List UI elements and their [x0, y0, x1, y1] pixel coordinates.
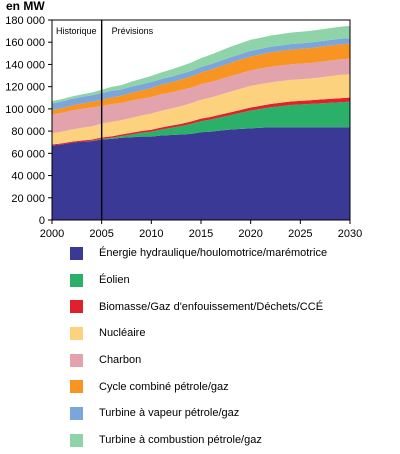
history-annotation: Historique	[56, 26, 97, 36]
x-tick-label: 2020	[238, 228, 262, 240]
y-tick-label: 120 000	[5, 82, 45, 94]
area-series-group	[52, 25, 350, 220]
legend-item-2: Éolien	[70, 267, 395, 294]
legend-swatch	[70, 380, 83, 394]
legend-item-6: Cycle combiné pétrole/gaz	[70, 373, 395, 400]
forecast-annotation: Prévisions	[112, 26, 154, 36]
y-tick-label: 20 000	[11, 193, 45, 205]
legend-item-5: Charbon	[70, 347, 395, 374]
legend-label: Charbon	[99, 354, 142, 367]
legend-swatch	[70, 246, 83, 260]
stacked-area-chart: en MW 0 20 000 40 000 60 000 80 000 100 000 12…	[5, 0, 362, 240]
legend-item-4: Nucléaire	[70, 320, 395, 347]
y-tick-label: 80 000	[11, 126, 45, 138]
legend-item-3: Biomasse/Gaz d'enfouissement/Déchets/CCÉ	[70, 293, 395, 320]
y-tick-label: 0	[39, 215, 45, 227]
area-series-5	[52, 58, 350, 134]
area-series-1	[52, 127, 350, 220]
x-tick-group: 2000 2005 2010 2015 2020 2025 2030	[40, 220, 362, 240]
x-tick-label: 2010	[139, 228, 163, 240]
legend-swatch	[70, 326, 83, 340]
legend-label: Éolien	[99, 274, 130, 287]
y-tick-label: 100 000	[5, 104, 45, 116]
y-tick-label: 140 000	[5, 59, 45, 71]
legend-swatch	[70, 433, 83, 447]
legend-item-1: Énergie hydraulique/houlomotrice/marémot…	[70, 240, 395, 267]
legend-label: Biomasse/Gaz d'enfouissement/Déchets/CCÉ	[99, 300, 324, 313]
area-series-7	[52, 38, 350, 110]
area-series-3	[52, 97, 350, 146]
area-series-4	[52, 74, 350, 145]
x-tick-label: 2015	[189, 228, 213, 240]
x-tick-label: 2025	[288, 228, 312, 240]
x-tick-label: 2000	[40, 228, 64, 240]
legend-label: Nucléaire	[99, 327, 146, 340]
legend-item-8: Turbine à combustion pétrole/gaz	[70, 427, 395, 454]
legend-label: Cycle combiné pétrole/gaz	[99, 380, 229, 393]
y-tick-label: 160 000	[5, 37, 45, 49]
legend-swatch	[70, 353, 83, 367]
y-tick-label: 60 000	[11, 148, 45, 160]
y-tick-label: 40 000	[11, 171, 45, 183]
area-series-2	[52, 101, 350, 146]
y-axis-title: en MW	[6, 0, 45, 13]
legend-item-7: Turbine à vapeur pétrole/gaz	[70, 400, 395, 427]
y-tick-label: 180 000	[5, 15, 45, 27]
legend-swatch	[70, 273, 83, 287]
x-tick-label: 2030	[338, 228, 362, 240]
legend-swatch	[70, 300, 83, 314]
legend-label: Turbine à combustion pétrole/gaz	[99, 434, 262, 447]
legend-swatch	[70, 406, 83, 420]
legend-label: Turbine à vapeur pétrole/gaz	[99, 407, 240, 420]
chart-legend: Énergie hydraulique/houlomotrice/marémot…	[70, 240, 395, 454]
x-tick-label: 2005	[89, 228, 113, 240]
y-tick-group: 0 20 000 40 000 60 000 80 000 100 000 120 000 1…	[5, 15, 52, 227]
area-series-6	[52, 43, 350, 115]
legend-label: Énergie hydraulique/houlomotrice/marémot…	[99, 247, 328, 260]
area-series-8	[52, 25, 350, 104]
